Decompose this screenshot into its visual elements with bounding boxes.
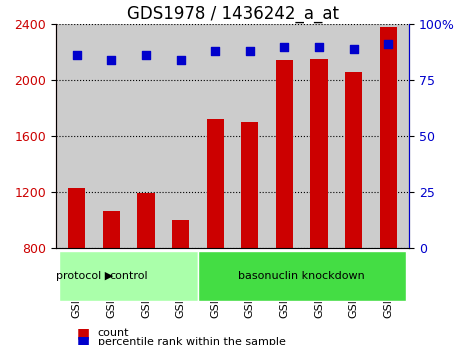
Text: count: count <box>98 328 129 338</box>
Point <box>212 48 219 54</box>
Bar <box>345 72 362 345</box>
Point <box>281 44 288 49</box>
Text: protocol ▶: protocol ▶ <box>56 271 113 280</box>
Bar <box>276 60 293 345</box>
Text: percentile rank within the sample: percentile rank within the sample <box>98 337 286 345</box>
Point <box>315 44 323 49</box>
Text: control: control <box>109 271 148 280</box>
Bar <box>172 220 189 345</box>
Bar <box>103 211 120 345</box>
Point <box>246 48 253 54</box>
Text: ■: ■ <box>77 326 90 340</box>
Point <box>73 53 80 58</box>
Point <box>177 57 184 63</box>
Bar <box>137 193 154 345</box>
Bar <box>206 119 224 345</box>
Bar <box>311 59 328 345</box>
Bar <box>68 188 85 345</box>
FancyBboxPatch shape <box>198 250 406 301</box>
Point <box>350 46 358 51</box>
Title: GDS1978 / 1436242_a_at: GDS1978 / 1436242_a_at <box>126 5 339 23</box>
Bar <box>380 27 397 345</box>
Bar <box>241 122 259 345</box>
Text: ■: ■ <box>77 335 90 345</box>
Point <box>107 57 115 63</box>
Point <box>142 53 150 58</box>
FancyBboxPatch shape <box>59 250 198 301</box>
Point <box>385 41 392 47</box>
Text: basonuclin knockdown: basonuclin knockdown <box>239 271 365 280</box>
